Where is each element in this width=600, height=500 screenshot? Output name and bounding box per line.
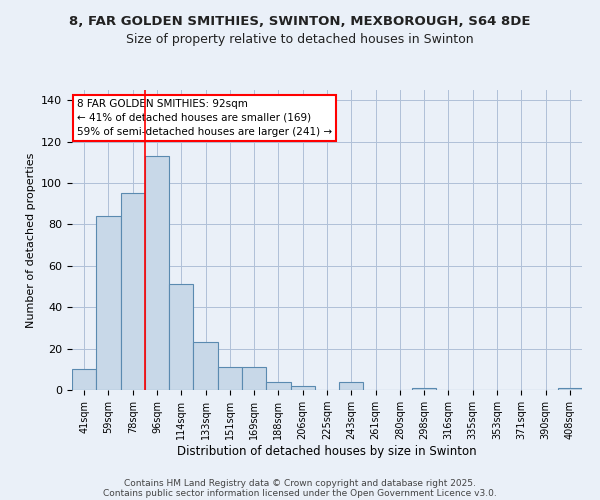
Text: Contains HM Land Registry data © Crown copyright and database right 2025.: Contains HM Land Registry data © Crown c… [124, 478, 476, 488]
X-axis label: Distribution of detached houses by size in Swinton: Distribution of detached houses by size … [177, 445, 477, 458]
Bar [558, 388, 582, 390]
Bar [266, 382, 290, 390]
Bar [242, 367, 266, 390]
Bar [339, 382, 364, 390]
Bar [145, 156, 169, 390]
Text: Contains public sector information licensed under the Open Government Licence v3: Contains public sector information licen… [103, 488, 497, 498]
Bar [218, 367, 242, 390]
Bar [290, 386, 315, 390]
Bar [121, 194, 145, 390]
Bar [169, 284, 193, 390]
Text: 8 FAR GOLDEN SMITHIES: 92sqm
← 41% of detached houses are smaller (169)
59% of s: 8 FAR GOLDEN SMITHIES: 92sqm ← 41% of de… [77, 99, 332, 137]
Bar [72, 370, 96, 390]
Bar [96, 216, 121, 390]
Bar [193, 342, 218, 390]
Y-axis label: Number of detached properties: Number of detached properties [26, 152, 35, 328]
Text: 8, FAR GOLDEN SMITHIES, SWINTON, MEXBOROUGH, S64 8DE: 8, FAR GOLDEN SMITHIES, SWINTON, MEXBORO… [69, 15, 531, 28]
Text: Size of property relative to detached houses in Swinton: Size of property relative to detached ho… [126, 32, 474, 46]
Bar [412, 388, 436, 390]
